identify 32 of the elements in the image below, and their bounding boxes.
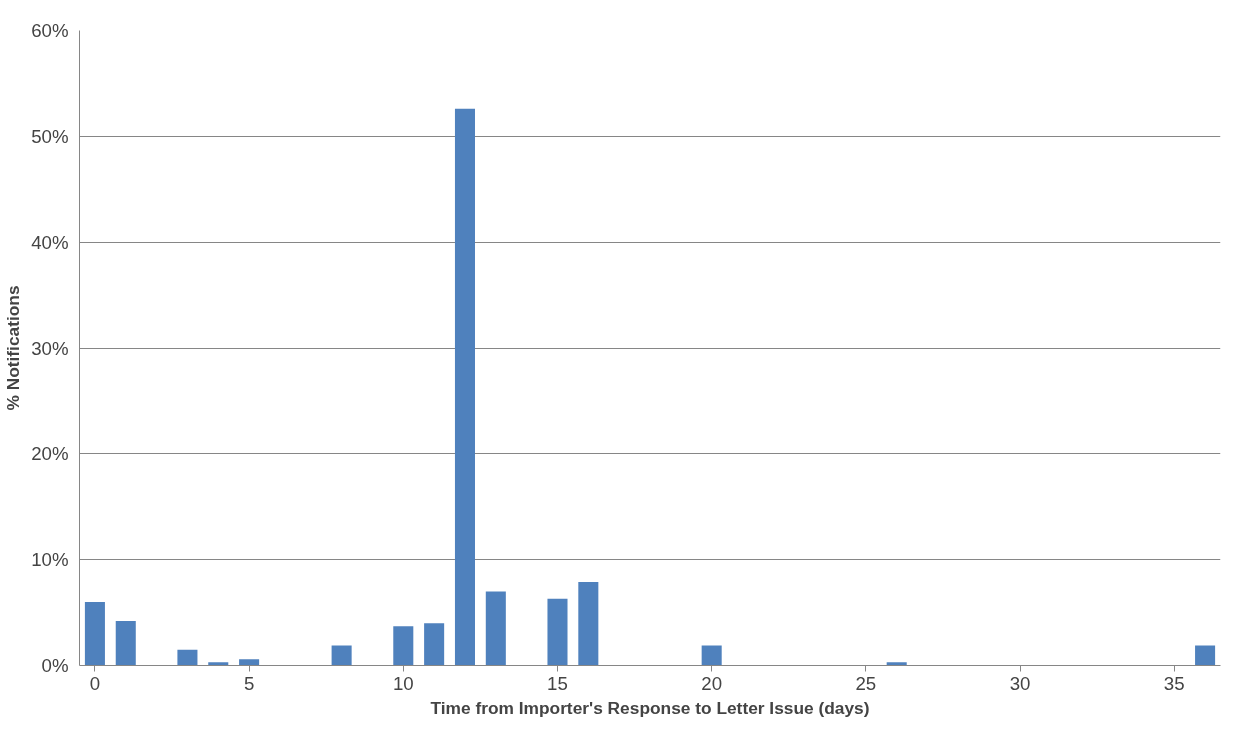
bar (578, 581, 599, 666)
x-tick-label: 20 (701, 672, 723, 694)
bar (208, 662, 229, 666)
y-tick-label: 0% (41, 655, 69, 676)
y-tick-label: 40% (31, 231, 69, 253)
y-axis-title: % Notifications (3, 285, 24, 411)
bar (239, 659, 260, 666)
bar (393, 626, 414, 666)
bar (84, 602, 105, 666)
x-tick-label: 0 (89, 672, 101, 694)
x-axis-title: Time from Importer's Response to Letter Issue (days) (430, 697, 870, 718)
bar (547, 598, 568, 666)
bar (1195, 645, 1216, 666)
y-tick-label: 60% (31, 20, 69, 41)
y-tick-label: 50% (31, 125, 69, 147)
x-tick-label: 25 (855, 672, 877, 694)
bar (115, 621, 136, 666)
bar (177, 649, 198, 666)
bar (485, 591, 506, 666)
x-tick-label: 35 (1163, 672, 1185, 694)
x-tick-label: 15 (547, 672, 568, 694)
bar (886, 662, 907, 666)
y-tick-label: 10% (31, 549, 69, 571)
x-tick-label: 10 (392, 672, 414, 694)
x-tick-label: 30 (1009, 672, 1031, 694)
bar (701, 645, 722, 666)
x-tick-label: 5 (243, 672, 255, 694)
y-tick-label: 20% (31, 443, 69, 465)
bar (454, 108, 475, 666)
bar (331, 645, 352, 666)
bar (424, 623, 445, 666)
y-tick-label: 30% (31, 337, 69, 359)
